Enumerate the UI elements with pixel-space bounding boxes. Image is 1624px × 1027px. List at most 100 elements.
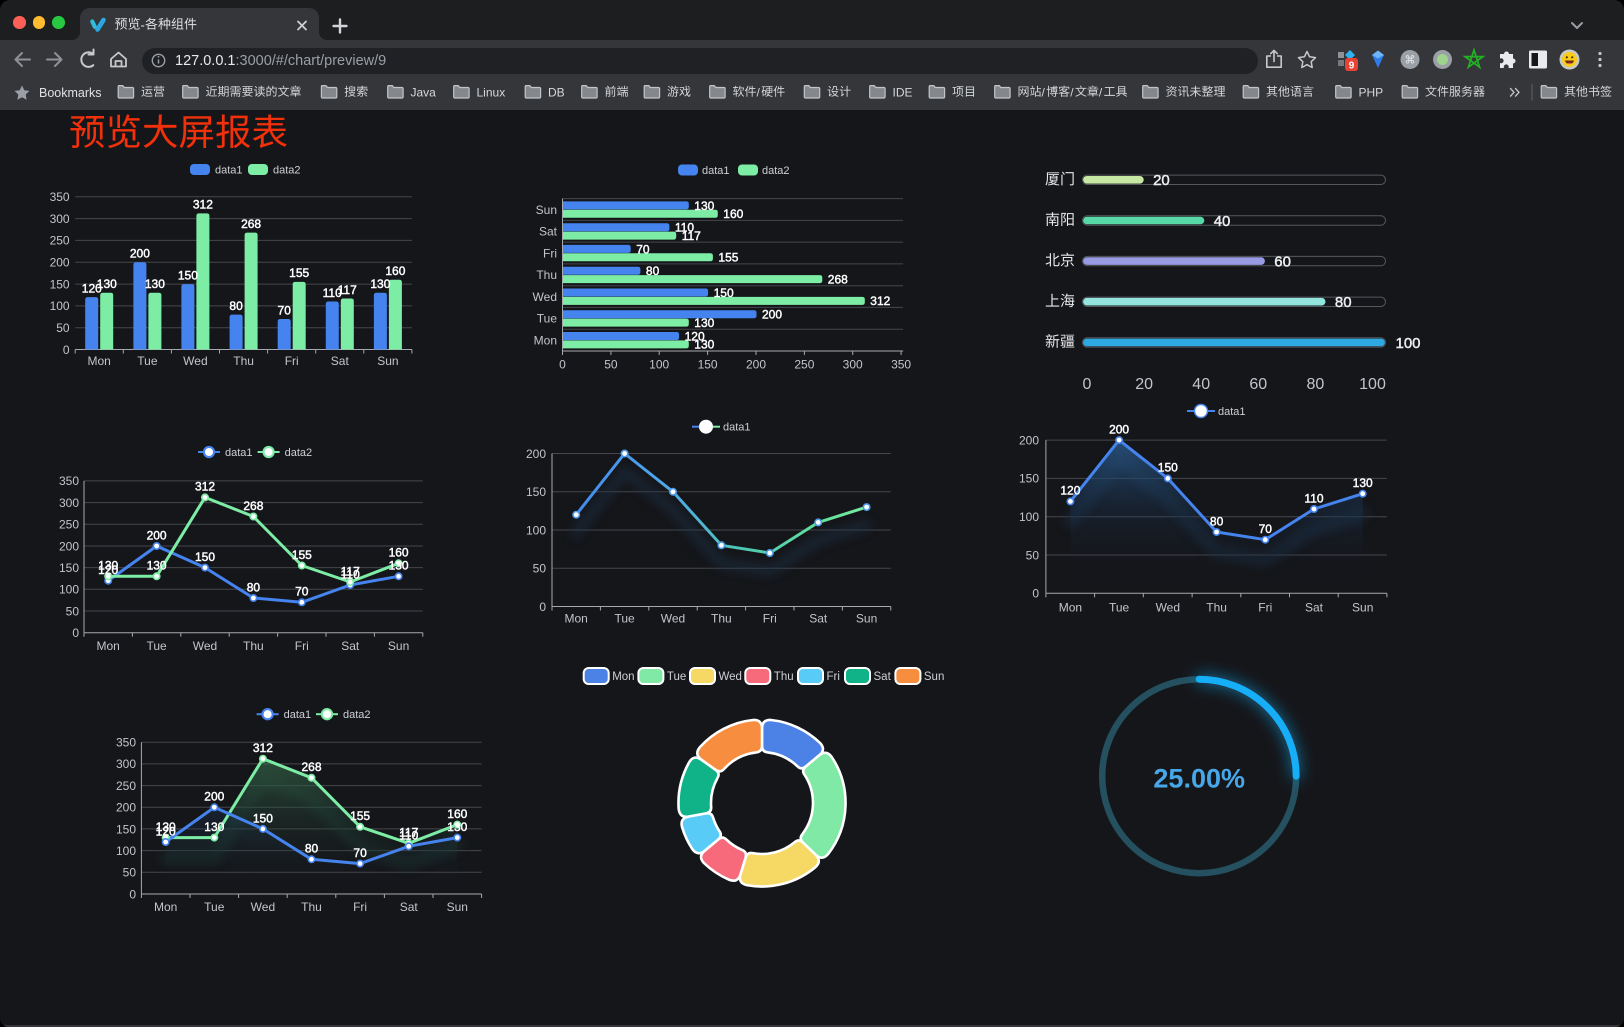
svg-text:250: 250 bbox=[50, 234, 70, 248]
svg-text:150: 150 bbox=[50, 277, 70, 291]
svg-text:20: 20 bbox=[1135, 376, 1153, 393]
svg-text:130: 130 bbox=[694, 316, 714, 330]
svg-text:300: 300 bbox=[843, 357, 863, 371]
svg-text:Thu: Thu bbox=[1206, 600, 1227, 614]
svg-text:100: 100 bbox=[50, 299, 70, 313]
svg-text:350: 350 bbox=[891, 357, 911, 371]
svg-text:Sun: Sun bbox=[856, 611, 877, 625]
svg-text:60: 60 bbox=[1249, 376, 1267, 393]
svg-text:Wed: Wed bbox=[183, 354, 207, 368]
svg-text:150: 150 bbox=[178, 268, 198, 282]
svg-text:Wed: Wed bbox=[719, 671, 742, 683]
svg-text:160: 160 bbox=[389, 546, 409, 560]
svg-text:50: 50 bbox=[533, 562, 547, 576]
svg-text:/: / bbox=[1070, 86, 1074, 100]
svg-text:312: 312 bbox=[193, 198, 213, 212]
svg-text:200: 200 bbox=[59, 539, 79, 553]
svg-text:Sat: Sat bbox=[809, 611, 828, 625]
svg-text:Tue: Tue bbox=[537, 312, 558, 326]
svg-text:Sun: Sun bbox=[1352, 600, 1373, 614]
svg-text:80: 80 bbox=[247, 580, 261, 594]
svg-text:/: / bbox=[1099, 86, 1103, 100]
svg-text:200: 200 bbox=[1109, 422, 1129, 436]
svg-text:Mon: Mon bbox=[534, 333, 557, 347]
svg-text:Mon: Mon bbox=[1059, 600, 1082, 614]
svg-text:Wed: Wed bbox=[533, 290, 557, 304]
svg-text:200: 200 bbox=[762, 308, 782, 322]
svg-text:120: 120 bbox=[98, 563, 118, 577]
svg-text:Sat: Sat bbox=[400, 900, 419, 914]
svg-text:DB: DB bbox=[548, 86, 565, 100]
svg-text:155: 155 bbox=[350, 809, 370, 823]
svg-text:Mon: Mon bbox=[97, 639, 120, 653]
svg-text:70: 70 bbox=[353, 846, 367, 860]
svg-text:130: 130 bbox=[1353, 476, 1373, 490]
svg-text:Sun: Sun bbox=[377, 354, 398, 368]
svg-text:130: 130 bbox=[694, 199, 714, 213]
svg-text:150: 150 bbox=[698, 357, 718, 371]
svg-text:268: 268 bbox=[243, 499, 263, 513]
svg-text:50: 50 bbox=[123, 866, 137, 880]
svg-text:130: 130 bbox=[147, 559, 167, 573]
svg-text:Fri: Fri bbox=[543, 246, 557, 260]
svg-text:200: 200 bbox=[50, 256, 70, 270]
svg-text:160: 160 bbox=[447, 807, 467, 821]
svg-text:Tue: Tue bbox=[146, 639, 167, 653]
svg-text:200: 200 bbox=[526, 447, 546, 461]
svg-text:150: 150 bbox=[1019, 472, 1039, 486]
svg-text:120: 120 bbox=[82, 282, 102, 296]
svg-text:150: 150 bbox=[526, 485, 546, 499]
svg-text:⌘: ⌘ bbox=[1405, 55, 1416, 67]
svg-text:Java: Java bbox=[411, 86, 437, 100]
svg-text:150: 150 bbox=[195, 550, 215, 564]
svg-text:70: 70 bbox=[1259, 522, 1273, 536]
svg-text:130: 130 bbox=[98, 559, 118, 573]
svg-text:0: 0 bbox=[559, 357, 566, 371]
svg-text:50: 50 bbox=[1026, 548, 1040, 562]
svg-text:Mon: Mon bbox=[154, 900, 177, 914]
svg-text:Thu: Thu bbox=[243, 639, 264, 653]
svg-text:130: 130 bbox=[694, 338, 714, 352]
svg-text:120: 120 bbox=[685, 329, 705, 343]
svg-text:150: 150 bbox=[1158, 461, 1178, 475]
svg-text:160: 160 bbox=[385, 264, 405, 278]
svg-text:0: 0 bbox=[63, 343, 70, 357]
svg-text:40: 40 bbox=[1192, 376, 1210, 393]
svg-text:/: / bbox=[1042, 86, 1046, 100]
svg-text:Mon: Mon bbox=[88, 354, 111, 368]
svg-text:150: 150 bbox=[116, 822, 136, 836]
svg-text:data2: data2 bbox=[273, 165, 301, 177]
svg-text:268: 268 bbox=[241, 217, 261, 231]
svg-text:data1: data1 bbox=[215, 165, 243, 177]
svg-text:Sat: Sat bbox=[331, 354, 350, 368]
svg-text:80: 80 bbox=[1307, 376, 1325, 393]
svg-text:Tue: Tue bbox=[204, 900, 225, 914]
svg-text:80: 80 bbox=[1210, 514, 1224, 528]
svg-text:IDE: IDE bbox=[893, 86, 913, 100]
svg-text:312: 312 bbox=[253, 741, 273, 755]
svg-text:Mon: Mon bbox=[612, 671, 634, 683]
svg-text:Fri: Fri bbox=[295, 639, 309, 653]
svg-text:Wed: Wed bbox=[193, 639, 217, 653]
svg-text:70: 70 bbox=[278, 303, 292, 317]
svg-text:data2: data2 bbox=[285, 447, 313, 459]
svg-text:100: 100 bbox=[116, 844, 136, 858]
svg-text:Wed: Wed bbox=[1156, 600, 1180, 614]
svg-text:130: 130 bbox=[97, 277, 117, 291]
svg-text:50: 50 bbox=[604, 357, 618, 371]
svg-text:50: 50 bbox=[56, 321, 70, 335]
svg-text:110: 110 bbox=[341, 567, 360, 581]
svg-text:0: 0 bbox=[72, 626, 79, 640]
svg-text:Thu: Thu bbox=[233, 354, 254, 368]
svg-text:150: 150 bbox=[714, 286, 734, 300]
svg-text:0: 0 bbox=[539, 600, 546, 614]
svg-text:312: 312 bbox=[195, 480, 215, 494]
svg-text:350: 350 bbox=[50, 190, 70, 204]
svg-text:300: 300 bbox=[116, 757, 136, 771]
svg-text:268: 268 bbox=[828, 272, 848, 286]
svg-text:312: 312 bbox=[870, 294, 890, 308]
svg-text:300: 300 bbox=[50, 212, 70, 226]
svg-text:80: 80 bbox=[305, 842, 319, 856]
svg-text:80: 80 bbox=[229, 299, 243, 313]
svg-text:200: 200 bbox=[204, 790, 224, 804]
